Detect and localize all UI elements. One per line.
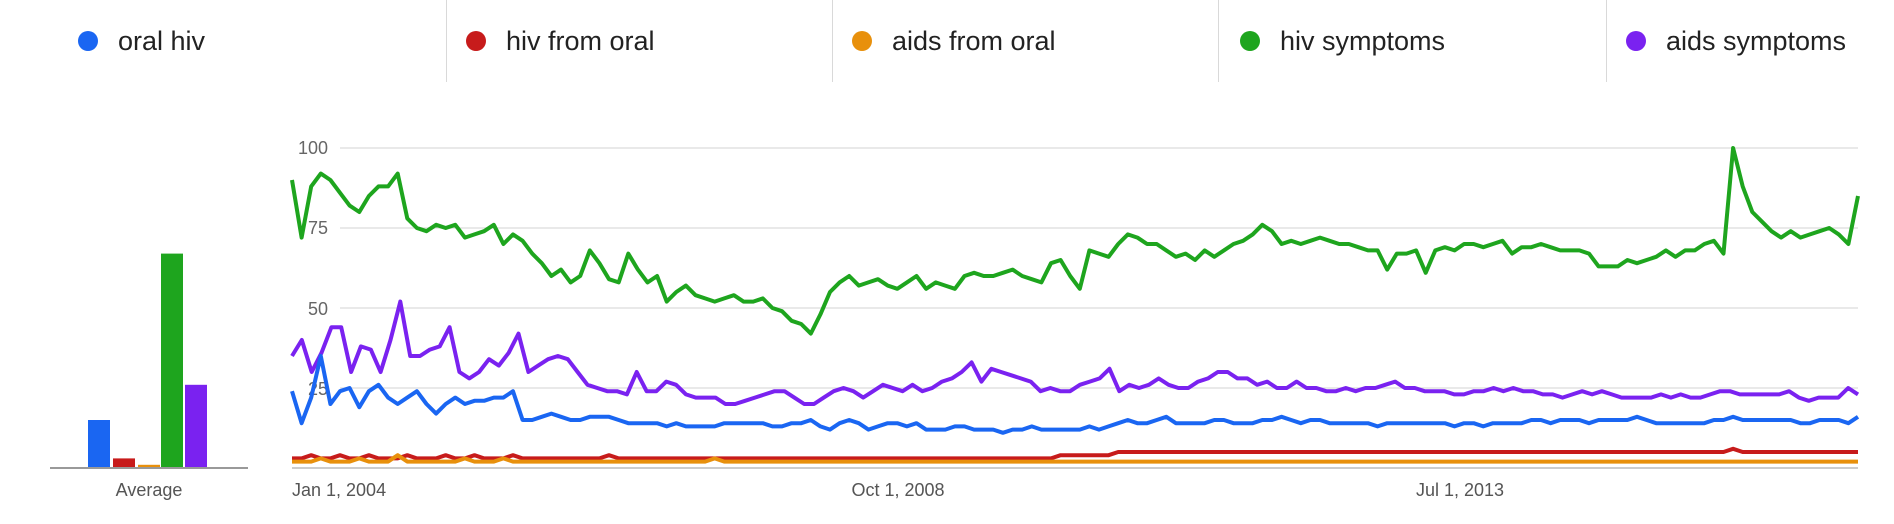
series-line-oral-hiv: [290, 354, 1860, 435]
x-tick-label: Jul 1, 2013: [1416, 480, 1504, 500]
legend-label: hiv from oral: [506, 25, 655, 56]
legend-divider: [1606, 0, 1607, 82]
x-tick-label: Oct 1, 2008: [851, 480, 944, 500]
y-tick-label: 50: [308, 299, 328, 319]
legend-item-hiv-from-oral[interactable]: hiv from oral: [466, 0, 655, 82]
series-line-hiv-symptoms: [290, 146, 1860, 336]
average-bar-oral-hiv: [88, 420, 110, 468]
legend-item-aids-symptoms[interactable]: aids symptoms: [1626, 0, 1846, 82]
legend-label: aids from oral: [892, 25, 1056, 56]
legend-divider: [832, 0, 833, 82]
y-tick-label: 75: [308, 218, 328, 238]
series-line-aids-from-oral: [292, 453, 1858, 464]
legend-label: hiv symptoms: [1280, 25, 1446, 56]
legend: oral hiv hiv from oral aids from oral hi…: [0, 0, 1894, 82]
average-bar-chart: Average: [50, 253, 248, 500]
average-bar-hiv-from-oral: [113, 458, 135, 468]
average-bar-hiv-symptoms: [161, 253, 183, 468]
average-bar-aids-symptoms: [185, 384, 207, 468]
legend-item-aids-from-oral[interactable]: aids from oral: [852, 0, 1056, 82]
legend-item-oral-hiv[interactable]: oral hiv: [78, 0, 205, 82]
legend-divider: [1218, 0, 1219, 82]
average-bar-aids-from-oral: [138, 464, 160, 468]
legend-dot-icon: [1626, 31, 1646, 51]
legend-dot-icon: [852, 31, 872, 51]
average-label: Average: [116, 480, 183, 500]
series-line-aids-symptoms: [290, 299, 1860, 406]
y-tick-label: 100: [298, 138, 328, 158]
legend-divider: [446, 0, 447, 82]
legend-label: oral hiv: [118, 25, 206, 56]
series-line-hiv-from-oral: [292, 446, 1858, 461]
legend-item-hiv-symptoms[interactable]: hiv symptoms: [1240, 0, 1445, 82]
y-tick-label: 25: [308, 379, 328, 399]
legend-dot-icon: [1240, 31, 1260, 51]
x-tick-label: Jan 1, 2004: [292, 480, 386, 500]
legend-dot-icon: [78, 31, 98, 51]
legend-label: aids symptoms: [1666, 25, 1847, 56]
legend-dot-icon: [466, 31, 486, 51]
